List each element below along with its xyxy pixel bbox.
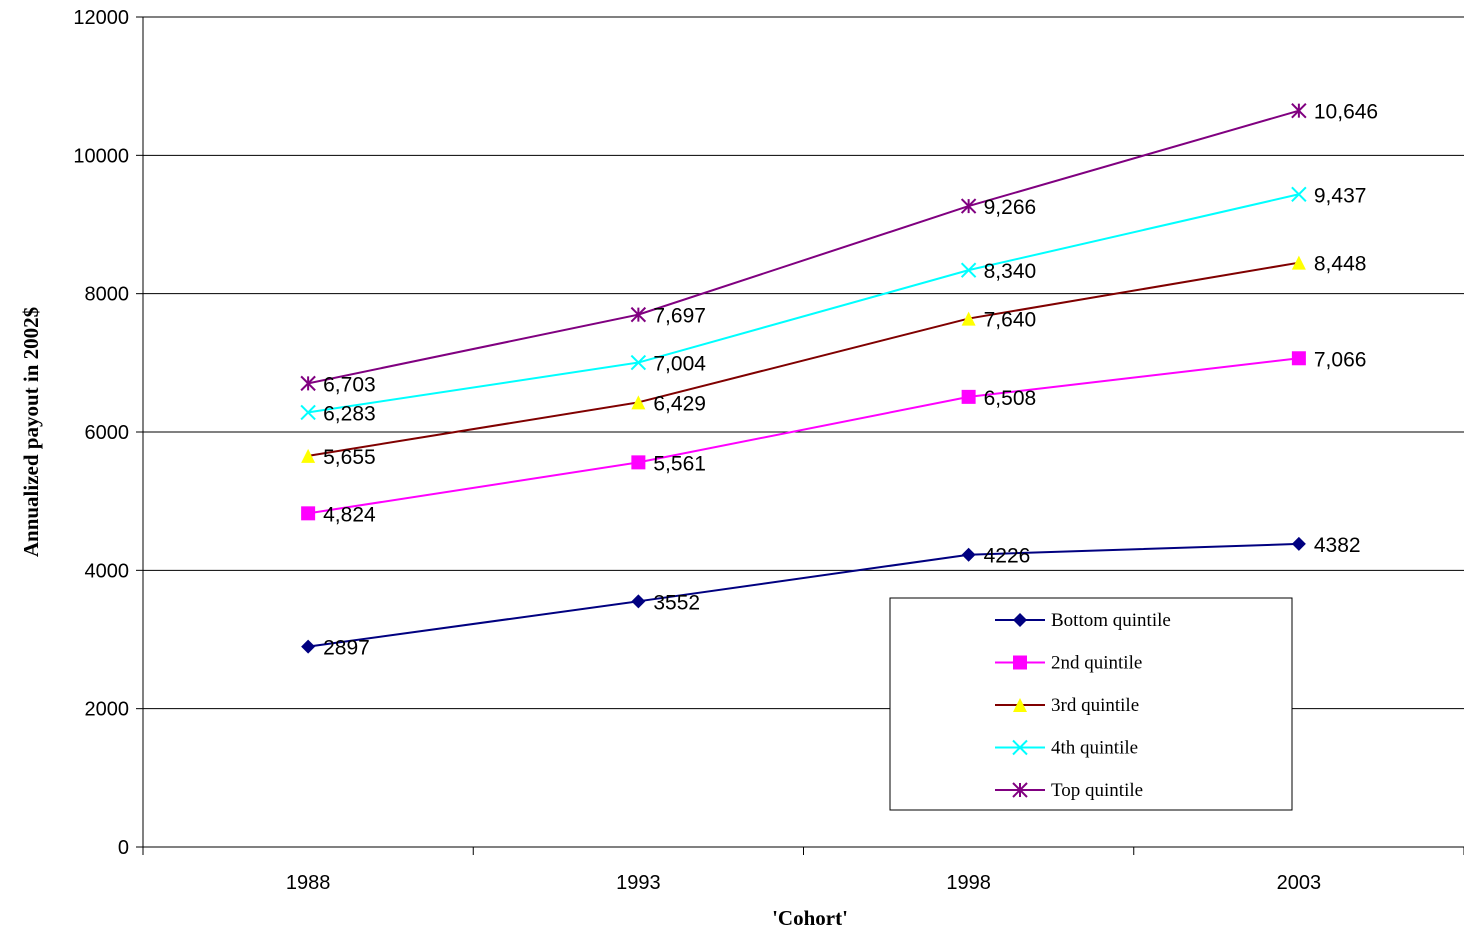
series-2nd-quintile: 4,824 5,561 6,508 7,066 — [301, 348, 1366, 526]
data-point — [631, 594, 646, 609]
x-tick-label: 1993 — [616, 872, 661, 894]
legend-entry: Bottom quintile — [995, 610, 1171, 631]
legend-label: Top quintile — [1051, 780, 1143, 801]
data-label: 7,066 — [1314, 348, 1367, 371]
data-point — [301, 506, 316, 521]
x-axis-ticks: 1988 1993 1998 2003 — [142, 847, 1464, 894]
legend-box — [889, 597, 1293, 811]
series-top-quintile: 6,703 7,697 9,266 10,646 — [300, 101, 1378, 396]
data-point — [960, 198, 977, 214]
data-point — [960, 262, 977, 278]
legend-marker — [1013, 613, 1027, 627]
series-bottom-quintile: 2897 3552 4226 4382 — [301, 534, 1361, 660]
legend: Bottom quintile 2nd quintile 3rd quintile 4… — [889, 597, 1293, 811]
data-point — [300, 375, 316, 392]
data-point — [630, 306, 647, 323]
data-label: 8,448 — [1314, 253, 1367, 276]
data-label: 7,697 — [653, 305, 706, 328]
legend-marker — [1012, 739, 1028, 756]
legend-label: 2nd quintile — [1051, 653, 1142, 674]
y-tick-label: 2000 — [85, 699, 130, 721]
y-tick-label: 0 — [118, 837, 129, 859]
data-label: 10,646 — [1314, 101, 1378, 124]
data-label: 8,340 — [984, 260, 1037, 283]
legend-entry: 3rd quintile — [995, 695, 1139, 716]
y-axis-ticks: 0 2000 4000 6000 8000 10000 12000 — [73, 7, 143, 859]
data-label: 6,508 — [984, 387, 1037, 410]
data-label: 4226 — [984, 545, 1031, 568]
legend-marker — [1013, 698, 1027, 712]
data-point — [300, 404, 316, 421]
data-point — [1291, 186, 1307, 202]
marker-stroke — [1012, 739, 1028, 756]
series-4th-quintile: 6,283 7,004 8,340 9,437 — [300, 184, 1367, 425]
data-point — [1291, 536, 1306, 551]
legend-label: 4th quintile — [1051, 738, 1138, 759]
data-label: 4382 — [1314, 534, 1361, 557]
data-point — [630, 354, 647, 371]
x-tick-label: 1988 — [286, 872, 331, 894]
series-line — [307, 109, 1300, 385]
data-label: 5,655 — [323, 446, 376, 469]
y-tick-label: 8000 — [85, 284, 130, 306]
data-label: 3552 — [653, 591, 700, 614]
y-tick-label: 12000 — [73, 7, 129, 29]
series-line — [307, 542, 1299, 648]
legend-items: Bottom quintile 2nd quintile 3rd quintile 4… — [995, 610, 1171, 801]
series-line — [307, 357, 1299, 515]
y-tick-label: 4000 — [85, 560, 130, 582]
data-label: 6,703 — [323, 373, 376, 396]
legend-label: 3rd quintile — [1051, 695, 1139, 716]
data-point — [301, 639, 316, 654]
legend-entry: 4th quintile — [995, 738, 1138, 759]
y-tick-label: 10000 — [73, 145, 129, 167]
marker-stroke — [1291, 186, 1307, 202]
x-tick-label: 1998 — [946, 872, 991, 894]
marker-stroke — [630, 354, 647, 371]
data-label: 5,561 — [653, 452, 706, 475]
series-line — [307, 193, 1300, 414]
data-label: 6,429 — [653, 392, 706, 415]
data-point — [1291, 255, 1306, 270]
marker-stroke — [300, 404, 316, 421]
legend-marker — [1013, 655, 1027, 670]
data-label: 4,824 — [323, 503, 376, 526]
legend-marker — [1012, 782, 1028, 798]
legend-entry: 2nd quintile — [995, 653, 1142, 674]
y-tick-label: 6000 — [85, 422, 130, 444]
data-label: 2897 — [323, 637, 370, 660]
data-point — [961, 389, 976, 404]
data-point — [301, 448, 316, 463]
y-axis-title: Annualized payout in 2002$ — [19, 307, 43, 557]
data-point — [631, 395, 646, 410]
data-point — [961, 311, 976, 326]
data-label: 9,437 — [1314, 184, 1367, 207]
series-3rd-quintile: 5,655 6,429 7,640 8,448 — [301, 253, 1366, 469]
data-point — [961, 547, 976, 562]
data-point — [1291, 351, 1306, 366]
legend-entry: Top quintile — [995, 780, 1143, 801]
series-line — [307, 261, 1300, 457]
marker-stroke — [960, 262, 977, 278]
data-label: 6,283 — [323, 402, 376, 425]
data-point — [631, 455, 646, 470]
x-tick-label: 2003 — [1277, 872, 1322, 894]
x-axis-title: 'Cohort' — [772, 906, 848, 930]
data-label: 7,640 — [984, 309, 1037, 332]
data-point — [1291, 102, 1307, 119]
data-label: 9,266 — [984, 196, 1037, 219]
data-label: 7,004 — [653, 353, 706, 376]
legend-label: Bottom quintile — [1051, 610, 1171, 631]
